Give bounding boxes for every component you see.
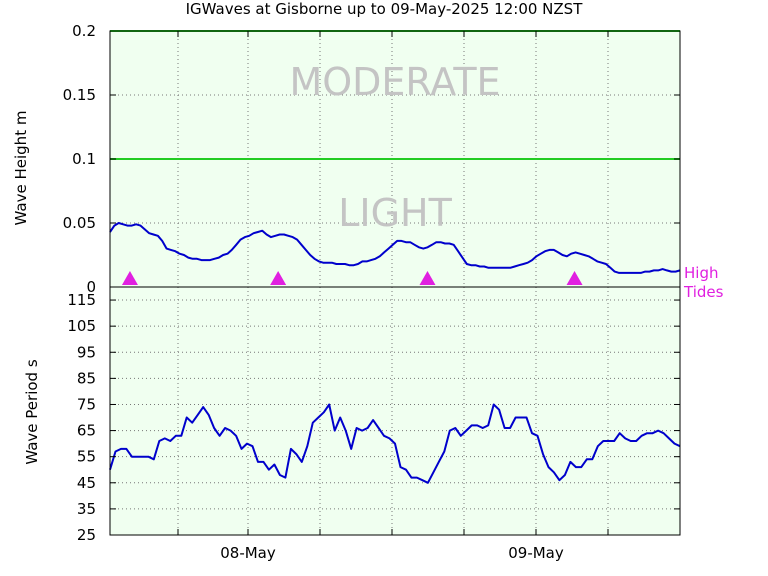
high-tide-markers — [121, 271, 583, 285]
y-tick-label: 95 — [77, 343, 96, 361]
y-tick-label: 115 — [67, 291, 96, 309]
high-tide-marker — [566, 271, 583, 285]
y-tick-label: 75 — [77, 395, 96, 413]
y-tick-label: 85 — [77, 369, 96, 387]
y-tick-label: 105 — [67, 317, 96, 335]
high-tides-label-line2: Tides — [683, 283, 724, 301]
x-axis-ticks: 08-May 09-May — [177, 31, 609, 562]
y-tick-label: 45 — [77, 474, 96, 492]
wave-height-series — [109, 222, 681, 274]
plot-frames — [109, 30, 681, 536]
y-tick-label: 55 — [77, 448, 96, 466]
wave-height-y-ticks: 0 0.05 0.1 0.15 0.2 — [63, 22, 680, 296]
y-tick-label: 0 — [86, 278, 96, 296]
zone-label: MODERATE — [289, 60, 500, 104]
wave-height-zone-labels: MODERATE LIGHT — [289, 60, 500, 235]
x-tick-label: 08-May — [220, 544, 276, 562]
chart-title: IGWaves at Gisborne up to 09-May-2025 12… — [186, 0, 584, 18]
series-line — [109, 222, 681, 274]
series-line — [109, 403, 681, 484]
y-tick-label: 35 — [77, 500, 96, 518]
wave-period-plot-area — [110, 287, 680, 535]
bottom-frame — [109, 286, 681, 536]
y-tick-label: 0.2 — [72, 22, 96, 40]
wave-height-axis-label: Wave Height m — [12, 111, 30, 226]
high-tide-marker — [270, 271, 287, 285]
high-tide-marker — [121, 271, 138, 285]
zone-label: LIGHT — [338, 191, 452, 235]
y-tick-label: 0.05 — [63, 214, 96, 232]
wave-period-series — [109, 403, 681, 484]
wave-period-axis-label: Wave Period s — [23, 359, 41, 464]
y-tick-label: 25 — [77, 526, 96, 544]
wave-height-panel: MODERATE LIGHT 0 0.05 0.1 0.15 0.2 Wave Heigh… — [12, 22, 724, 301]
wave-period-panel: 25 35 45 55 65 75 85 95 105 115 Wave Period s — [23, 287, 681, 544]
high-tides-label-line1: High — [684, 264, 718, 282]
wave-period-y-ticks: 25 35 45 55 65 75 85 95 105 115 — [67, 291, 680, 544]
high-tide-marker — [419, 271, 436, 285]
y-tick-label: 0.15 — [63, 86, 96, 104]
y-tick-label: 0.1 — [72, 150, 96, 168]
y-tick-label: 65 — [77, 422, 96, 440]
x-tick-label: 09-May — [508, 544, 564, 562]
